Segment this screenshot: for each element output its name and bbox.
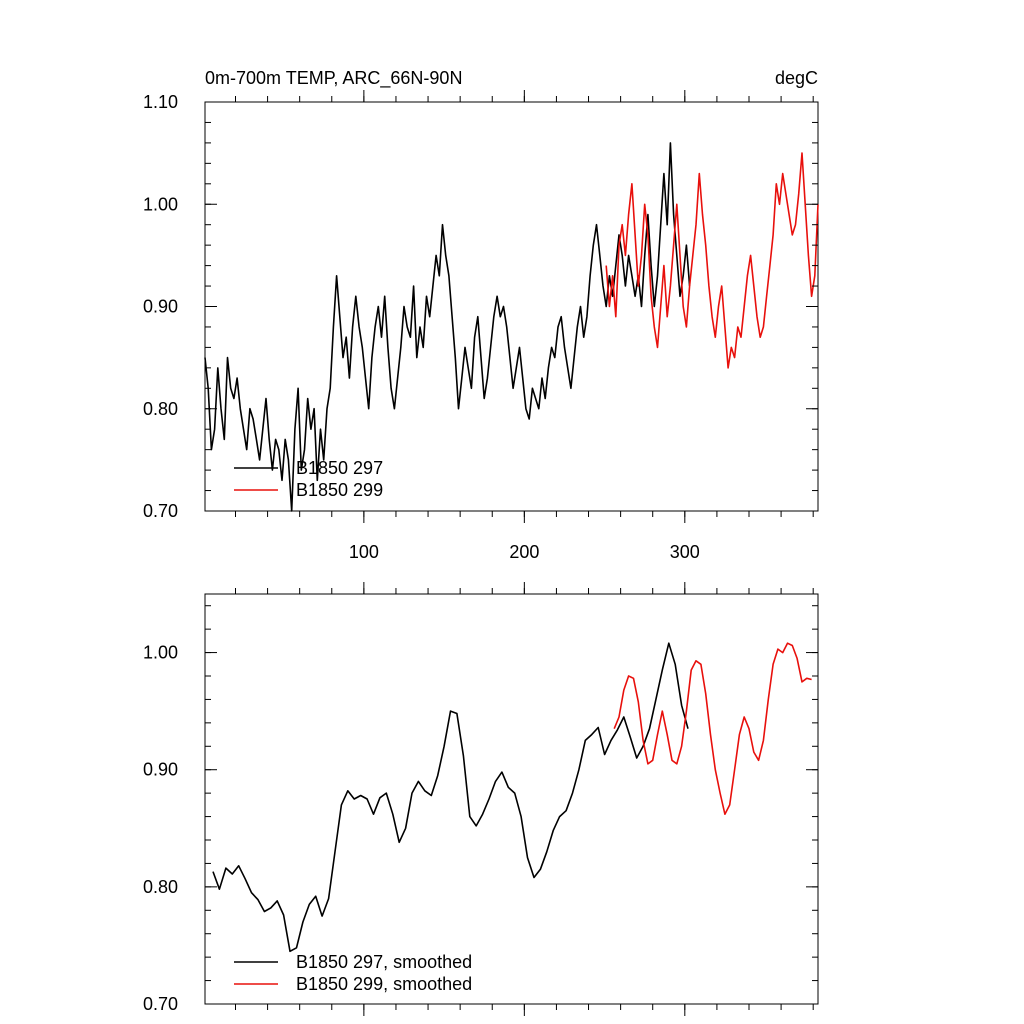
series-line-b1850-297 [204, 142, 691, 512]
x-tick-label: 200 [509, 542, 539, 562]
legend-label: B1850 297 [296, 458, 383, 478]
y-tick-label: 1.00 [143, 194, 178, 214]
top-plot-frame [204, 101, 819, 512]
legend-label: B1850 299, smoothed [296, 974, 472, 994]
y-tick-label: 0.80 [143, 877, 178, 897]
top-chart-units: degC [775, 68, 818, 88]
bottom-plot-frame [204, 593, 819, 1005]
legend-label: B1850 299 [296, 480, 383, 500]
series-line-b1850-297-smoothed [212, 642, 689, 953]
top-chart-title: 0m-700m TEMP, ARC_66N-90N [205, 68, 462, 89]
x-tick-label: 300 [670, 542, 700, 562]
legend-label: B1850 297, smoothed [296, 952, 472, 972]
series-line-b1850-299-smoothed [613, 642, 812, 816]
x-tick-label: 100 [349, 542, 379, 562]
y-tick-label: 1.10 [143, 92, 178, 112]
series-line-b1850-299 [605, 152, 819, 369]
y-tick-label: 0.90 [143, 760, 178, 780]
bottom-plot-ticks: 0.70 0.80 0.90 1.00 [143, 582, 818, 1016]
y-tick-label: 0.70 [143, 994, 178, 1014]
top-plot-ticks: 0.70 0.80 0.90 1.00 1.10 100 200 300 [143, 90, 818, 562]
y-tick-label: 0.80 [143, 399, 178, 419]
y-tick-label: 1.00 [143, 643, 178, 663]
y-tick-label: 0.90 [143, 297, 178, 317]
y-tick-label: 0.70 [143, 501, 178, 521]
